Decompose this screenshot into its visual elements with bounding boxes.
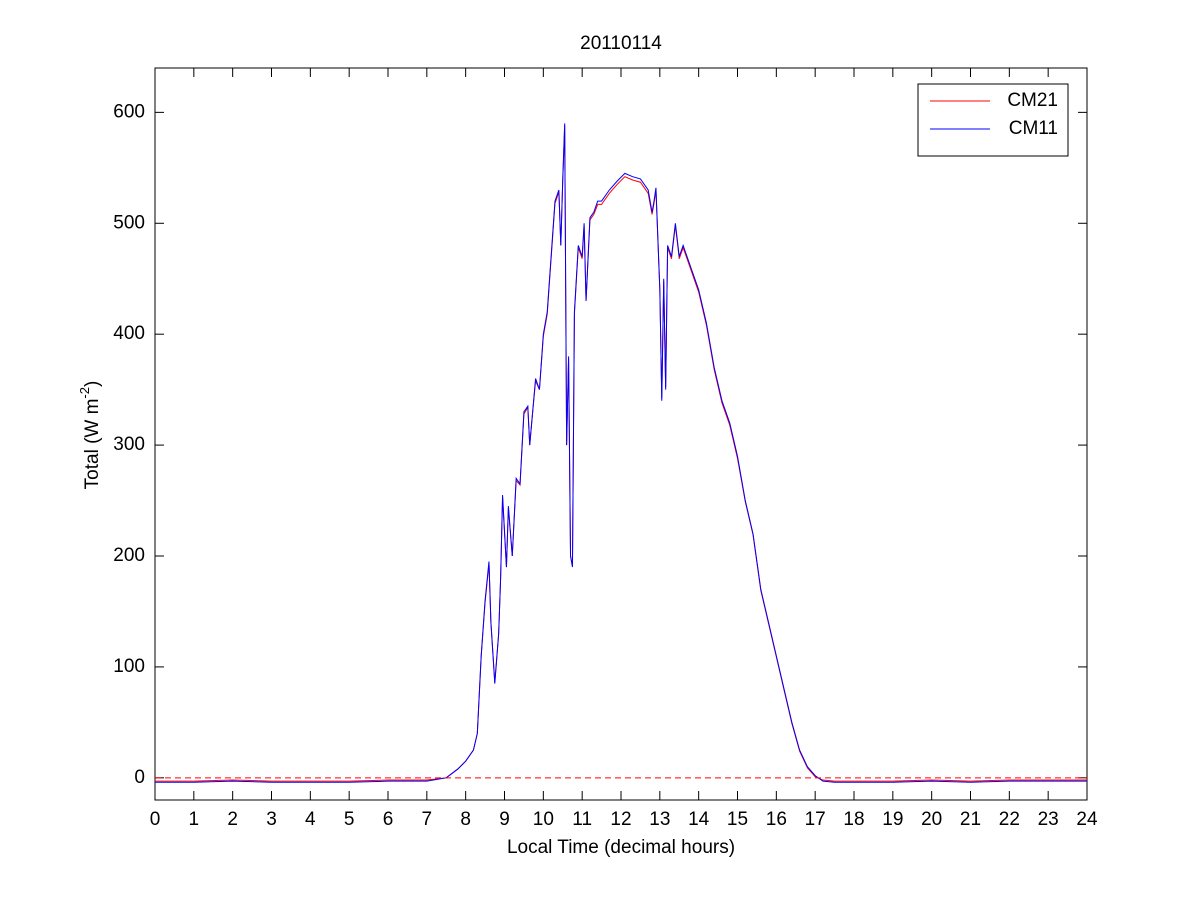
- y-tick-label: 500: [113, 212, 145, 233]
- x-tick-label: 18: [843, 809, 864, 830]
- y-tick-label: 200: [113, 545, 145, 566]
- x-tick-label: 8: [460, 809, 471, 830]
- x-tick-label: 1: [189, 809, 200, 830]
- chart-title: 20110114: [580, 33, 662, 54]
- x-tick-label: 7: [422, 809, 433, 830]
- x-tick-label: 21: [960, 809, 981, 830]
- x-tick-label: 13: [649, 809, 670, 830]
- y-tick-label: 400: [113, 323, 145, 344]
- x-tick-label: 0: [150, 809, 161, 830]
- legend-label: CM11: [1009, 118, 1058, 139]
- x-tick-label: 24: [1076, 809, 1098, 830]
- x-tick-label: 9: [499, 809, 510, 830]
- y-tick-label: 100: [113, 656, 145, 677]
- x-tick-label: 23: [1038, 809, 1059, 830]
- x-tick-label: 11: [572, 809, 592, 830]
- x-tick-label: 16: [766, 809, 787, 830]
- y-label-text: Total (W m: [82, 399, 103, 490]
- x-tick-label: 14: [688, 809, 710, 830]
- y-axis-label: Total (W m-2): [77, 381, 103, 490]
- legend-box: [917, 83, 1069, 157]
- plot-area: [154, 67, 1088, 801]
- x-tick-label: 3: [266, 809, 277, 830]
- y-label-end: ): [82, 381, 103, 387]
- x-tick-label: 5: [344, 809, 355, 830]
- x-tick-label: 6: [383, 809, 394, 830]
- x-tick-label: 15: [727, 809, 748, 830]
- legend-label: CM21: [1007, 90, 1058, 111]
- data-line: [155, 123, 1087, 783]
- y-label-sup: -2: [77, 387, 92, 399]
- x-tick-label: 12: [610, 809, 631, 830]
- x-tick-label: 19: [882, 809, 903, 830]
- x-tick-label: 10: [533, 809, 554, 830]
- x-tick-label: 17: [805, 809, 826, 830]
- x-tick-label: 22: [999, 809, 1020, 830]
- y-tick-label: 0: [134, 767, 145, 788]
- x-tick-label: 2: [227, 809, 238, 830]
- y-tick-label: 300: [113, 434, 145, 455]
- x-tick-label: 4: [305, 809, 316, 830]
- x-tick-label: 20: [921, 809, 942, 830]
- x-axis-label: Local Time (decimal hours): [507, 837, 735, 858]
- y-tick-label: 600: [113, 101, 145, 122]
